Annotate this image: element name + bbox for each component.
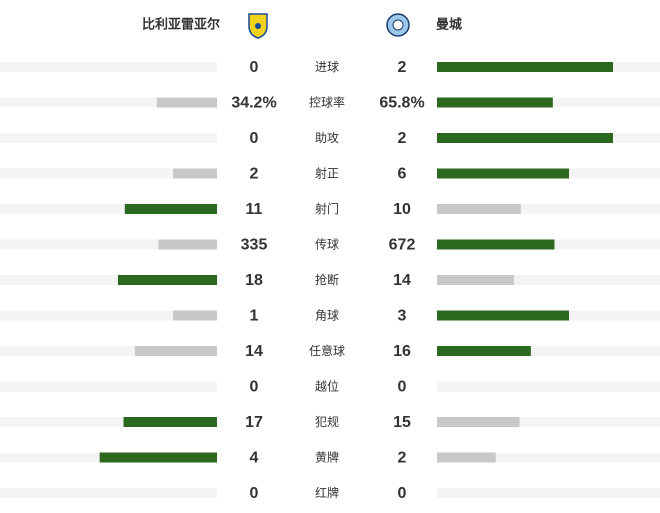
bar-track: [0, 62, 217, 72]
away-value: 2: [398, 130, 407, 147]
away-value: 0: [398, 485, 407, 502]
stat-label: 传球: [315, 237, 339, 252]
home-bar: [99, 452, 217, 463]
home-value: 0: [250, 59, 259, 76]
bar-track: [437, 452, 660, 463]
away-bar: [437, 239, 555, 250]
bar-track: [0, 275, 217, 285]
bar-track: [0, 168, 217, 179]
away-bar: [437, 346, 531, 356]
away-bar: [437, 204, 521, 214]
home-bar: [134, 346, 217, 356]
away-team: 曼城: [436, 16, 462, 31]
away-value: 2: [398, 450, 407, 467]
stat-label: 任意球: [309, 343, 345, 358]
bar-track: [0, 97, 217, 108]
stat-label: 控球率: [309, 95, 345, 110]
home-bar: [156, 97, 217, 108]
home-value: 18: [245, 272, 263, 289]
stat-label: 红牌: [315, 485, 339, 500]
home-logo: [248, 13, 268, 39]
away-value: 3: [398, 308, 407, 325]
home-bar: [123, 417, 217, 427]
home-value: 1: [250, 308, 259, 325]
bar-track: [437, 381, 660, 392]
stat-label: 角球: [315, 309, 339, 323]
bar-track: [0, 239, 217, 250]
stat-label: 射门: [315, 201, 339, 216]
away-bar: [437, 417, 520, 427]
away-bar: [437, 97, 553, 108]
bar-track: [0, 488, 217, 498]
away-value: 65.8%: [379, 95, 424, 112]
home-bar: [158, 239, 217, 250]
stat-label: 射正: [315, 166, 339, 181]
home-value: 34.2%: [231, 95, 276, 112]
stat-label: 助攻: [315, 131, 339, 145]
away-value: 0: [398, 379, 407, 396]
home-team: 比利亚雷亚尔: [142, 16, 220, 31]
away-value: 14: [393, 272, 411, 289]
stat-label: 越位: [315, 379, 339, 394]
bar-track: [437, 204, 660, 214]
away-bar: [437, 133, 613, 143]
stat-label: 黄牌: [315, 451, 339, 465]
home-value: 2: [250, 166, 259, 183]
home-bar: [124, 204, 217, 214]
home-value: 0: [250, 130, 259, 147]
bar-track: [437, 417, 660, 427]
stat-label: 抢断: [315, 272, 339, 287]
home-bar: [118, 275, 217, 285]
away-logo: [386, 13, 410, 37]
bar-track: [0, 381, 217, 392]
bar-track: [437, 346, 660, 356]
home-value: 4: [250, 450, 259, 467]
bar-track: [0, 133, 217, 143]
away-bar: [437, 275, 514, 285]
home-bar: [173, 168, 217, 179]
bar-track: [0, 346, 217, 356]
away-value: 15: [393, 414, 411, 431]
away-bar: [437, 310, 569, 321]
away-value: 672: [389, 237, 416, 254]
away-value: 2: [398, 59, 407, 76]
home-bar: [173, 310, 217, 321]
home-value: 335: [241, 237, 268, 254]
away-bar: [437, 168, 569, 179]
home-value: 17: [245, 414, 263, 431]
home-value: 11: [246, 201, 263, 218]
stat-label: 进球: [315, 60, 339, 74]
bar-track: [0, 417, 217, 427]
bar-track: [437, 488, 660, 498]
home-value: 0: [250, 379, 259, 396]
bar-track: [437, 275, 660, 285]
stat-label: 犯规: [315, 414, 339, 429]
away-value: 16: [393, 343, 411, 360]
away-bar: [437, 62, 613, 72]
home-value: 14: [245, 343, 263, 360]
bar-track: [0, 310, 217, 321]
away-bar: [437, 452, 496, 463]
away-value: 10: [393, 201, 411, 218]
bar-track: [0, 204, 217, 214]
away-value: 6: [398, 166, 407, 183]
home-value: 0: [250, 485, 259, 502]
